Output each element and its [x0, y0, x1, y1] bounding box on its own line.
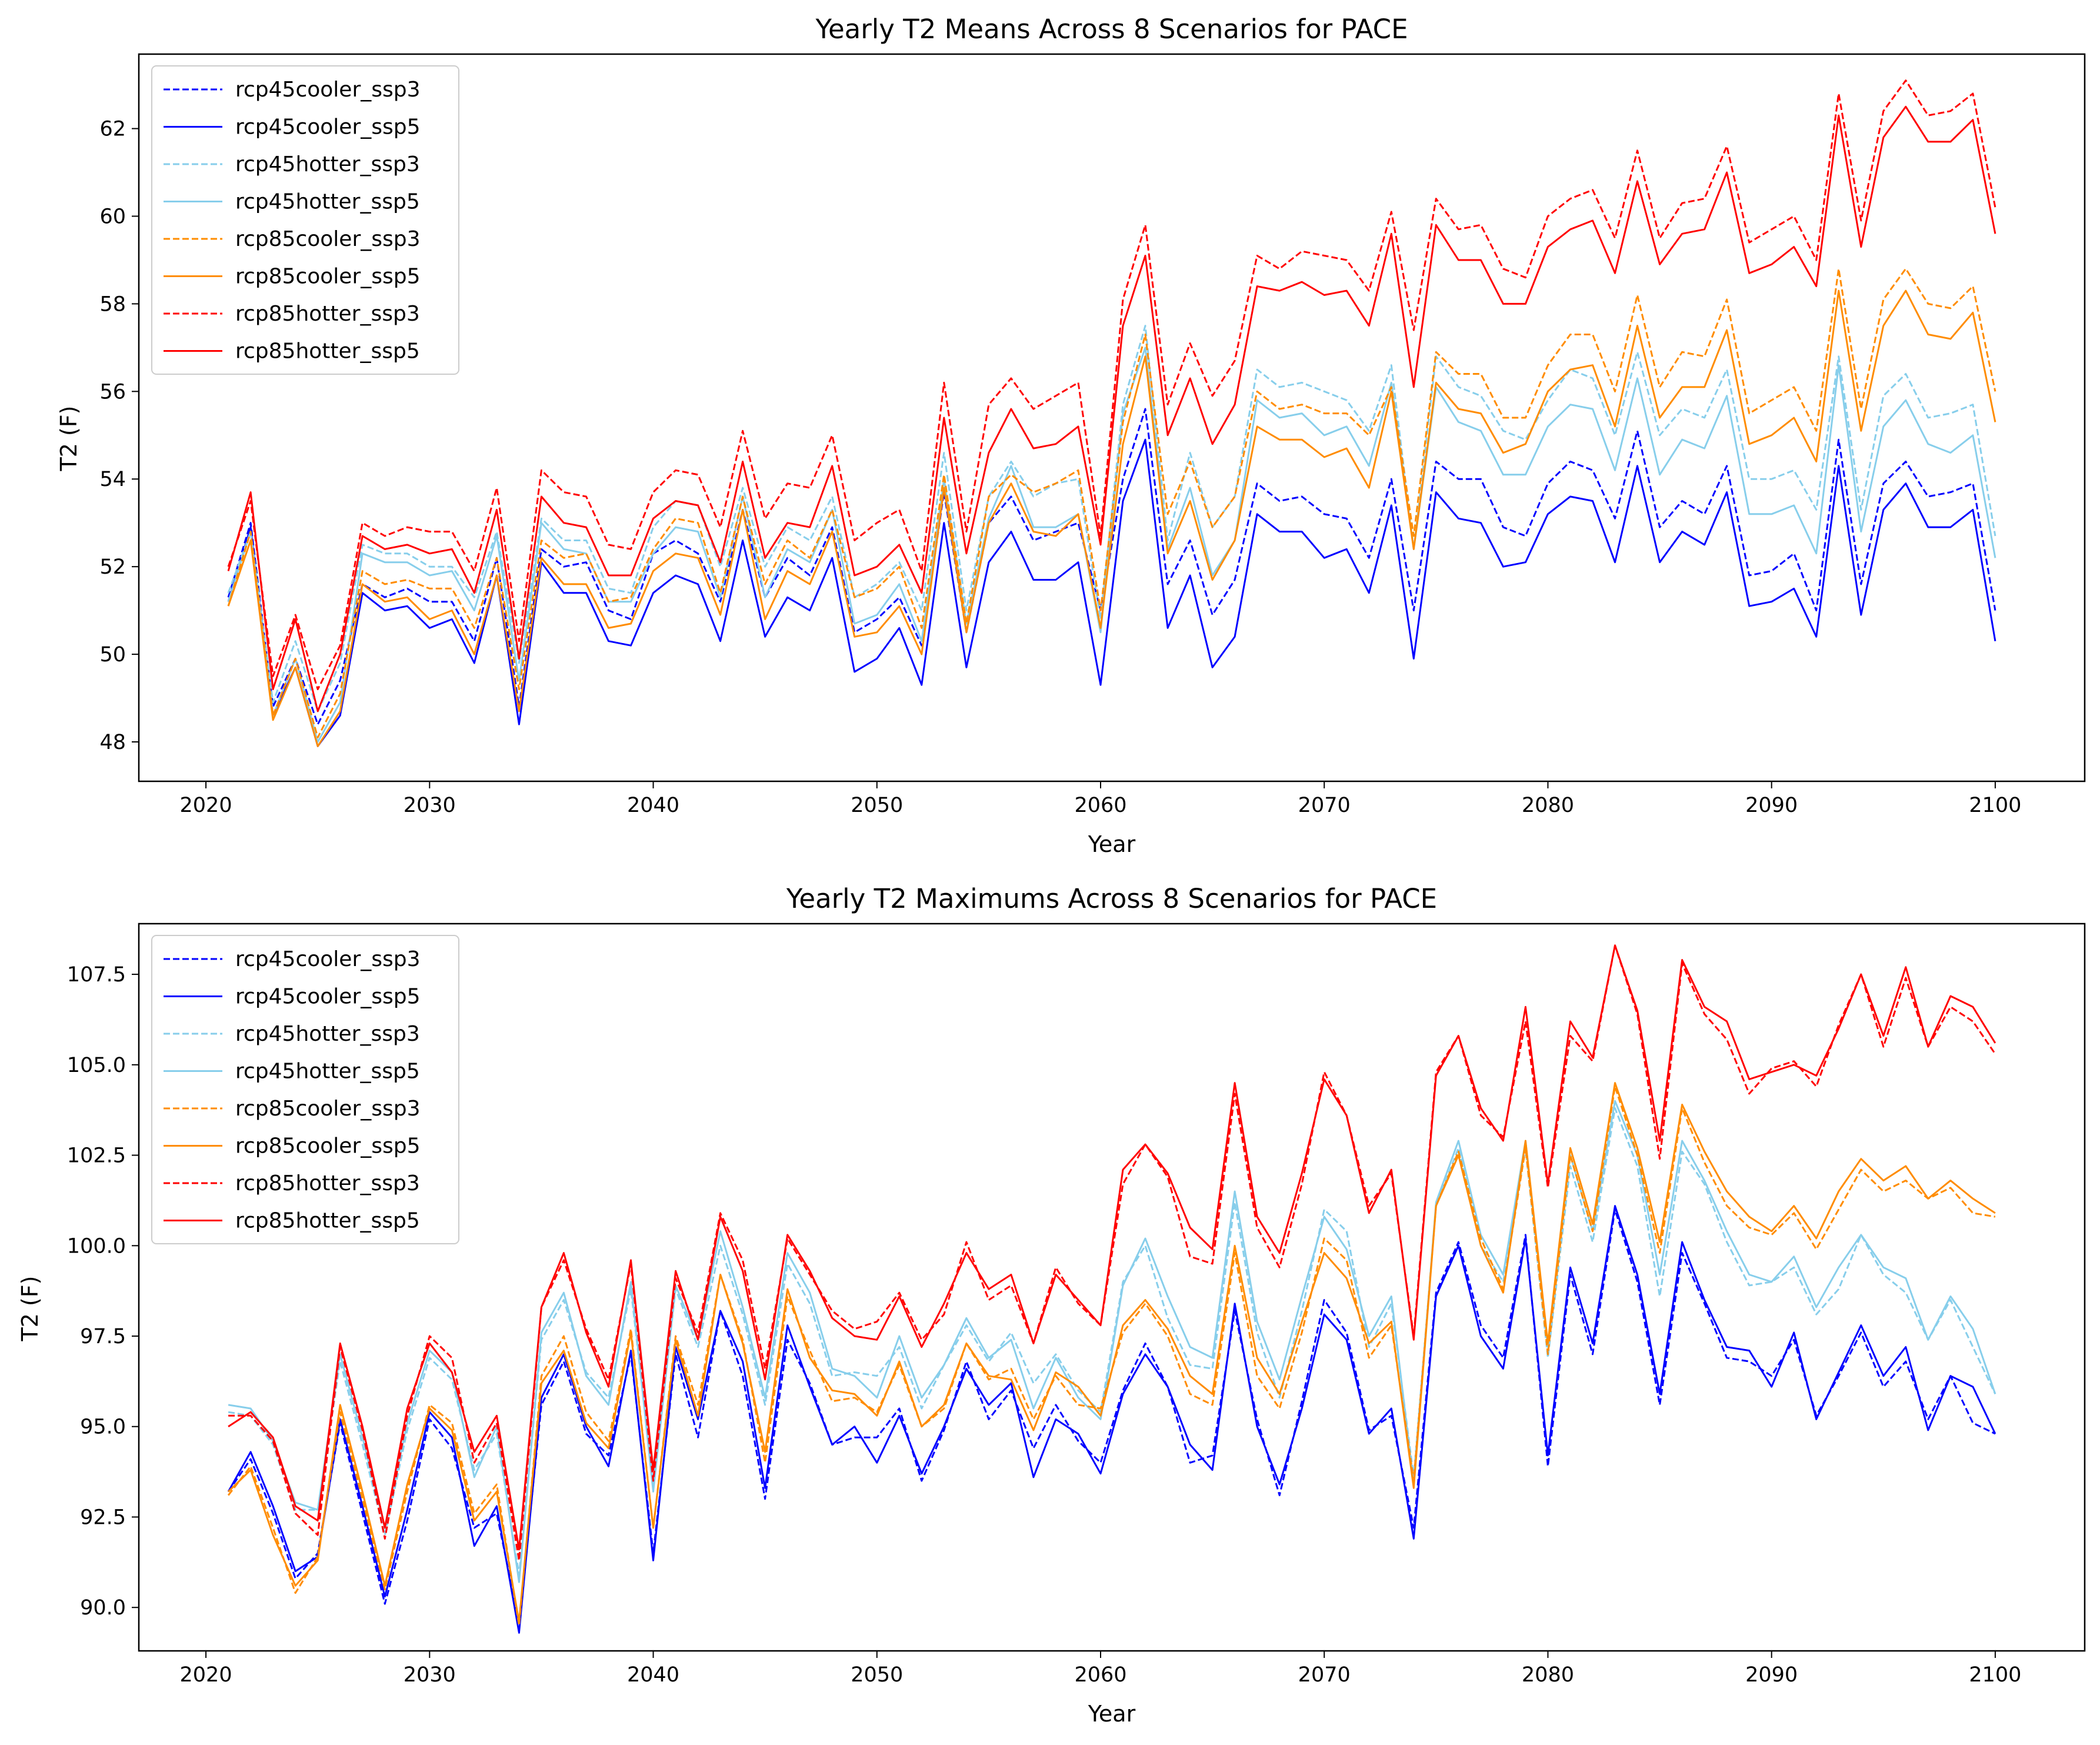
x-axis-label: Year [1088, 831, 1136, 857]
x-tick-label: 2040 [627, 1663, 679, 1687]
plot-area: 2020 2030 2040 2050 2060 2070 2080 2090 2100 90.0… [67, 923, 2086, 1687]
y-axis-label: T2 (F) [56, 406, 82, 472]
y-tick-label: 62 [99, 118, 126, 141]
series-line-rcp45hotter_ssp5 [228, 1100, 1996, 1583]
series-line-rcp85hotter_ssp5 [228, 944, 1996, 1551]
y-tick-label: 58 [99, 292, 126, 316]
series-line-rcp85cooler_ssp3 [227, 268, 1996, 738]
legend-box [151, 935, 459, 1244]
y-tick-label: 56 [99, 380, 126, 404]
x-tick-label: 2100 [1969, 794, 2021, 817]
plot-area: 2020 2030 2040 2050 2060 2070 2080 2090 2100 48 50… [99, 53, 2086, 817]
series-line-rcp45hotter_ssp3 [227, 325, 1996, 712]
x-axis-label: Year [1088, 1701, 1136, 1727]
y-tick-label: 95.0 [80, 1416, 126, 1439]
y-tick-label: 50 [99, 643, 126, 667]
legend-label: rcp45hotter_ssp5 [235, 1060, 420, 1084]
y-tick-label: 90.0 [80, 1596, 126, 1620]
x-tick-label: 2070 [1298, 794, 1351, 817]
chart-title: Yearly T2 Means Across 8 Scenarios for P… [815, 14, 1408, 45]
x-tick-label: 2030 [404, 794, 456, 817]
legend-box [151, 65, 459, 375]
axes-frame [138, 53, 2086, 782]
legend-label: rcp85cooler_ssp5 [235, 265, 421, 289]
x-tick-label: 2050 [851, 794, 903, 817]
y-tick-label: 92.5 [80, 1506, 126, 1529]
y-tick-label: 102.5 [67, 1144, 126, 1168]
y-axis-label: T2 (F) [17, 1276, 43, 1342]
x-tick-label: 2060 [1074, 794, 1126, 817]
y-tick-label: 105.0 [67, 1054, 126, 1077]
y-tick-label: 97.5 [80, 1325, 126, 1348]
y-tick-label: 60 [99, 205, 126, 228]
legend-label: rcp85hotter_ssp3 [235, 302, 420, 326]
x-tick-label: 2070 [1298, 1663, 1351, 1687]
x-tick-label: 2020 [180, 794, 232, 817]
legend: rcp45cooler_ssp3 rcp45cooler_ssp5 rcp45hot… [151, 65, 459, 375]
legend-label: rcp85hotter_ssp5 [235, 339, 420, 364]
y-tick-label: 100.0 [67, 1234, 126, 1258]
series-line-rcp85hotter_ssp3 [227, 79, 1996, 691]
legend-label: rcp85cooler_ssp3 [235, 1097, 421, 1121]
legend-label: rcp85cooler_ssp5 [235, 1134, 421, 1158]
x-tick-label: 2060 [1074, 1663, 1126, 1687]
x-tick-label: 2050 [851, 1663, 903, 1687]
series-line-rcp45cooler_ssp5 [227, 438, 1996, 747]
legend-label: rcp45hotter_ssp3 [235, 152, 420, 177]
x-tick-label: 2090 [1745, 794, 1798, 817]
chart-means: Yearly T2 Means Across 8 Scenarios for P… [56, 14, 2086, 857]
x-tick-label: 2040 [627, 794, 679, 817]
chart-title: Yearly T2 Maximums Across 8 Scenarios fo… [786, 883, 1437, 914]
legend-label: rcp45cooler_ssp5 [235, 115, 421, 139]
x-tick-label: 2090 [1745, 1663, 1798, 1687]
series-line-rcp85cooler_ssp5 [228, 1082, 1996, 1623]
legend-label: rcp45hotter_ssp3 [235, 1022, 420, 1046]
x-tick-label: 2100 [1969, 1663, 2021, 1687]
axes-frame [138, 923, 2086, 1652]
y-tick-label: 54 [99, 468, 126, 491]
x-tick-label: 2080 [1522, 1663, 1574, 1687]
series-line-rcp85cooler_ssp5 [227, 289, 1996, 747]
x-tick-label: 2080 [1522, 794, 1574, 817]
legend-label: rcp85hotter_ssp3 [235, 1171, 420, 1195]
chart-maximums: Yearly T2 Maximums Across 8 Scenarios fo… [17, 883, 2086, 1727]
y-tick-label: 48 [99, 731, 126, 754]
legend-label: rcp45cooler_ssp5 [235, 985, 421, 1009]
legend-label: rcp45cooler_ssp3 [235, 947, 421, 971]
legend-label: rcp45cooler_ssp3 [235, 78, 421, 102]
legend-label: rcp85hotter_ssp5 [235, 1209, 420, 1233]
legend-label: rcp45hotter_ssp5 [235, 190, 420, 214]
legend-label: rcp85cooler_ssp3 [235, 227, 421, 251]
series-line-rcp85hotter_ssp5 [227, 105, 1996, 712]
legend: rcp45cooler_ssp3 rcp45cooler_ssp5 rcp45hot… [151, 935, 459, 1244]
y-tick-label: 52 [99, 555, 126, 579]
x-tick-label: 2020 [180, 1663, 232, 1687]
y-tick-label: 107.5 [67, 963, 126, 987]
series-line-rcp45cooler_ssp3 [227, 408, 1996, 725]
x-tick-label: 2030 [404, 1663, 456, 1687]
